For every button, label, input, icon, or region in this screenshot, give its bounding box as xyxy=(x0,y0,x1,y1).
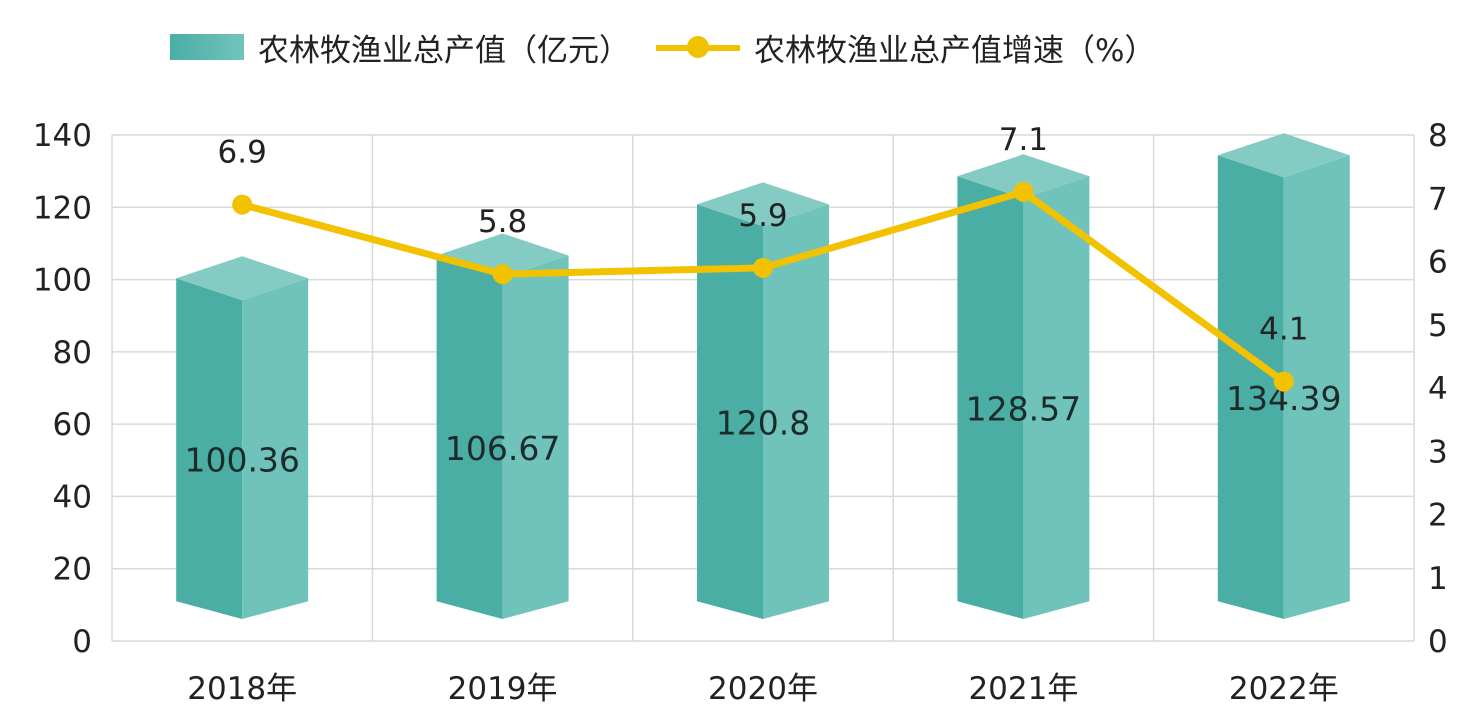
growth-value-label: 5.9 xyxy=(738,198,787,234)
bar-side-face xyxy=(502,255,569,619)
growth-point xyxy=(753,257,773,278)
x-tick-label: 2022年 xyxy=(1229,671,1339,707)
y-left-tick-label: 120 xyxy=(33,190,92,226)
bar-top-face xyxy=(1217,133,1350,178)
bar-front-face xyxy=(1217,155,1284,620)
y-right-tick-label: 6 xyxy=(1428,245,1448,281)
y-left-tick-label: 20 xyxy=(53,552,92,588)
bar-front-face xyxy=(957,176,1024,619)
y-left-tick-label: 0 xyxy=(72,624,92,660)
legend-bar-label: 农林牧渔业总产值（亿元） xyxy=(258,32,630,69)
y-right-tick-label: 3 xyxy=(1428,434,1448,470)
bar-side-face xyxy=(242,278,309,619)
growth-point xyxy=(492,264,513,285)
x-tick-label: 2020年 xyxy=(708,671,818,707)
legend-bar-swatch xyxy=(170,34,244,60)
bar-value-label: 128.57 xyxy=(966,390,1081,429)
bar-side-face xyxy=(763,204,829,619)
y-left-tick-label: 100 xyxy=(33,263,92,299)
y-right-tick-label: 8 xyxy=(1428,118,1448,154)
bar-value-label: 120.8 xyxy=(716,404,810,443)
growth-value-label: 5.8 xyxy=(478,204,527,240)
x-tick-label: 2018年 xyxy=(187,671,297,707)
bar-top-face xyxy=(697,182,829,227)
y-left-tick-label: 80 xyxy=(53,335,92,371)
bar-value-label: 100.36 xyxy=(184,441,299,480)
growth-point xyxy=(1273,371,1294,392)
growth-value-label: 7.1 xyxy=(999,122,1048,158)
bar-front-face xyxy=(176,278,243,619)
growth-value-label: 6.9 xyxy=(218,135,267,171)
bar-side-face xyxy=(1283,155,1350,620)
bar-top-face xyxy=(176,256,309,301)
bar-value-label: 106.67 xyxy=(445,429,560,468)
bar-side-face xyxy=(1023,176,1090,619)
y-left-tick-label: 60 xyxy=(53,407,92,443)
bar-front-face xyxy=(436,255,503,619)
legend-item-line: 农林牧渔业总产值增速（%） xyxy=(656,25,1155,70)
legend-line-swatch xyxy=(656,34,740,60)
y-left-tick-label: 140 xyxy=(33,118,92,154)
legend-item-bar: 农林牧渔业总产值（亿元） xyxy=(170,25,630,70)
x-tick-label: 2019年 xyxy=(448,671,558,707)
legend-line-label: 农林牧渔业总产值增速（%） xyxy=(754,32,1156,69)
legend: 农林牧渔业总产值（亿元） 农林牧渔业总产值增速（%） xyxy=(170,22,1181,72)
growth-point xyxy=(1013,181,1034,202)
growth-value-label: 4.1 xyxy=(1259,312,1308,348)
y-right-tick-label: 1 xyxy=(1428,561,1448,597)
growth-point xyxy=(232,194,253,215)
y-right-tick-label: 0 xyxy=(1428,624,1448,660)
y-right-tick-label: 7 xyxy=(1428,181,1448,217)
bar-front-face xyxy=(697,204,763,619)
y-right-tick-label: 4 xyxy=(1428,371,1448,407)
y-left-tick-label: 40 xyxy=(53,479,92,515)
y-right-tick-label: 2 xyxy=(1428,498,1448,534)
bar-top-face xyxy=(957,154,1090,199)
x-tick-label: 2021年 xyxy=(968,671,1078,707)
y-right-tick-label: 5 xyxy=(1428,308,1448,344)
